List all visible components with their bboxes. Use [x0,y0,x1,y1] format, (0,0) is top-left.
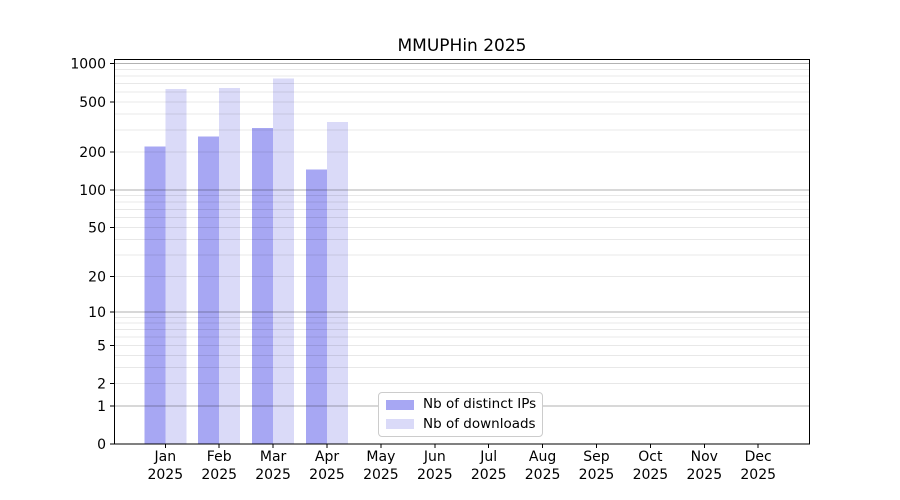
legend-swatch-distinct-ips [386,399,414,410]
x-tick-label-year-may: 2025 [363,467,399,483]
x-tick-label-year-feb: 2025 [201,467,237,483]
x-tick-label-year-apr: 2025 [309,467,345,483]
legend-label-downloads: Nb of downloads [423,415,536,432]
y-tick-label-5: 5 [97,338,106,354]
y-tick-label-1: 1 [97,399,106,415]
y-tick-label-20: 20 [88,269,106,285]
bar-downloads-feb [219,87,241,445]
x-tick-label-year-aug: 2025 [525,467,561,483]
x-tick-label-year-oct: 2025 [633,467,669,483]
legend-item-distinct-ips: Nb of distinct IPs [386,397,542,412]
x-tick-label-month-mar: Mar [260,449,287,465]
y-tick-label-200: 200 [79,145,106,161]
bar-distinct-ips-mar [252,127,274,444]
x-tick-label-year-jun: 2025 [417,467,453,483]
bar-downloads-apr [327,121,348,444]
legend-swatch-downloads [386,419,414,430]
chart-title: MMUPHin 2025 [397,36,527,56]
axes-frame [113,58,811,445]
x-tick-label-month-may: May [366,449,395,465]
bar-distinct-ips-feb [198,136,220,444]
x-tick-label-month-jan: Jan [154,449,177,465]
x-tick-label-month-jul: Jul [479,449,497,465]
x-tick-label-month-feb: Feb [207,449,232,465]
legend-label-distinct-ips: Nb of distinct IPs [423,396,537,413]
y-tick-label-2: 2 [97,377,106,393]
x-tick-label-month-nov: Nov [691,449,718,465]
x-tick-label-month-sep: Sep [583,449,610,465]
y-tick-label-500: 500 [79,95,106,111]
bar-distinct-ips-apr [306,169,327,444]
bar-downloads-mar [273,78,295,445]
y-tick-label-1000: 1000 [70,57,106,73]
x-tick-label-year-sep: 2025 [579,467,615,483]
x-tick-label-month-apr: Apr [315,449,339,465]
y-tick-label-100: 100 [79,183,106,199]
x-tick-label-month-jun: Jun [423,449,446,465]
y-tick-label-0: 0 [97,437,106,453]
x-tick-label-year-jul: 2025 [471,467,507,483]
legend-item-downloads: Nb of downloads [386,415,542,432]
bar-downloads-jan [165,88,187,445]
bar-distinct-ips-jan [144,146,166,444]
x-tick-label-year-nov: 2025 [686,467,722,483]
x-tick-label-year-jan: 2025 [147,467,183,483]
legend: Nb of distinct IPs Nb of downloads [378,392,543,437]
x-tick-label-month-dec: Dec [745,449,772,465]
x-tick-label-month-oct: Oct [638,449,663,465]
x-tick-label-year-dec: 2025 [740,467,776,483]
x-tick-label-year-mar: 2025 [255,467,291,483]
y-tick-label-10: 10 [88,305,106,321]
y-tick-label-50: 50 [88,221,106,237]
x-tick-label-month-aug: Aug [529,449,556,465]
